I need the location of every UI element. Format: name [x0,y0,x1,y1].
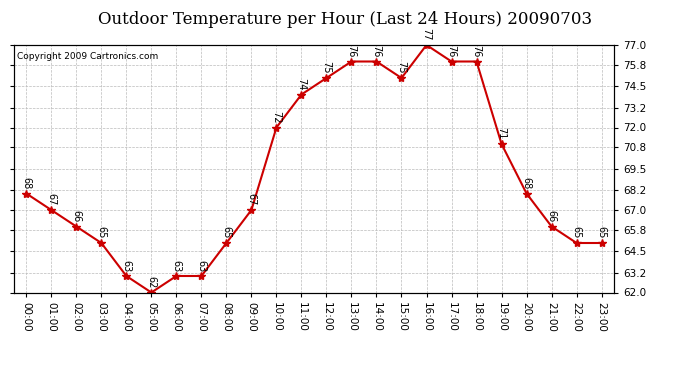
Text: 66: 66 [71,210,81,222]
Text: 76: 76 [346,45,357,57]
Text: 67: 67 [246,194,257,206]
Text: 68: 68 [522,177,531,189]
Text: 65: 65 [597,226,607,239]
Text: 71: 71 [497,128,506,140]
Text: 63: 63 [121,260,131,272]
Text: 65: 65 [571,226,582,239]
Text: 62: 62 [146,276,157,288]
Text: 72: 72 [271,111,282,123]
Text: 77: 77 [422,28,431,41]
Text: 65: 65 [221,226,231,239]
Text: 65: 65 [97,226,106,239]
Text: 76: 76 [371,45,382,57]
Text: 74: 74 [297,78,306,90]
Text: Outdoor Temperature per Hour (Last 24 Hours) 20090703: Outdoor Temperature per Hour (Last 24 Ho… [98,11,592,28]
Text: 63: 63 [197,260,206,272]
Text: 67: 67 [46,194,57,206]
Text: 68: 68 [21,177,31,189]
Text: 75: 75 [322,62,331,74]
Text: 63: 63 [171,260,181,272]
Text: Copyright 2009 Cartronics.com: Copyright 2009 Cartronics.com [17,53,158,62]
Text: 76: 76 [471,45,482,57]
Text: 75: 75 [397,62,406,74]
Text: 66: 66 [546,210,557,222]
Text: 76: 76 [446,45,457,57]
